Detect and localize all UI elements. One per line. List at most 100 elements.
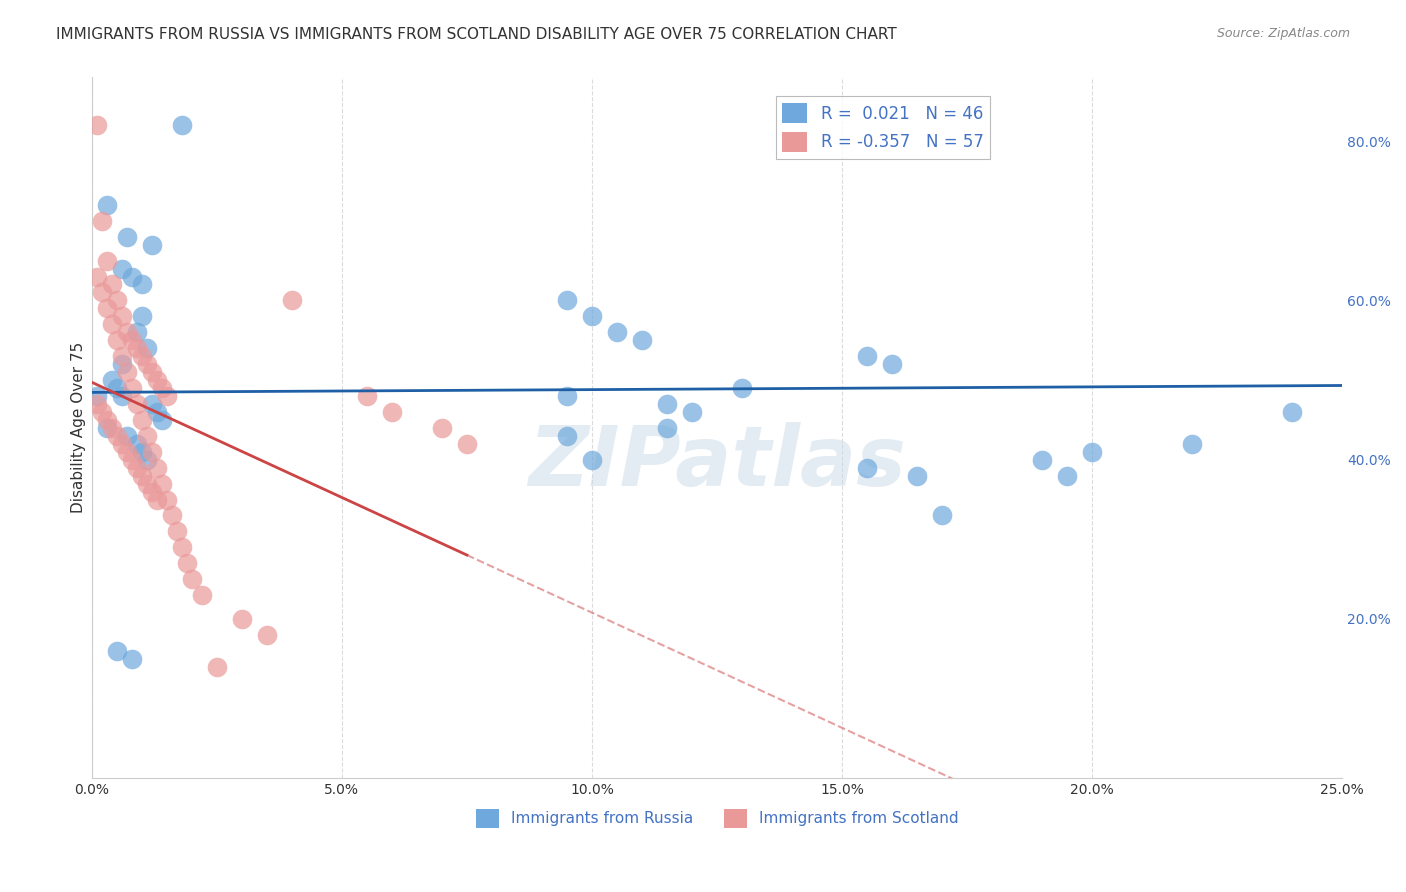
Point — [86, 389, 108, 403]
Point — [1281, 405, 1303, 419]
Point — [150, 476, 173, 491]
Point — [131, 413, 153, 427]
Point — [131, 468, 153, 483]
Point — [905, 468, 928, 483]
Point — [256, 628, 278, 642]
Point — [115, 229, 138, 244]
Point — [381, 405, 404, 419]
Point — [170, 118, 193, 132]
Point — [111, 310, 134, 324]
Point — [146, 492, 169, 507]
Point — [125, 326, 148, 340]
Text: Source: ZipAtlas.com: Source: ZipAtlas.com — [1216, 27, 1350, 40]
Point — [146, 460, 169, 475]
Point — [135, 341, 157, 355]
Point — [135, 476, 157, 491]
Point — [135, 429, 157, 443]
Point — [111, 261, 134, 276]
Point — [96, 198, 118, 212]
Point — [731, 381, 754, 395]
Point — [205, 659, 228, 673]
Point — [156, 389, 179, 403]
Point — [135, 357, 157, 371]
Point — [105, 644, 128, 658]
Point — [166, 524, 188, 539]
Point — [160, 508, 183, 523]
Point — [101, 318, 124, 332]
Point — [101, 277, 124, 292]
Point — [141, 397, 163, 411]
Point — [121, 452, 143, 467]
Point — [111, 349, 134, 363]
Point — [191, 588, 214, 602]
Point — [581, 452, 603, 467]
Point — [606, 326, 628, 340]
Point — [176, 556, 198, 570]
Point — [555, 429, 578, 443]
Point — [146, 405, 169, 419]
Point — [555, 389, 578, 403]
Point — [131, 277, 153, 292]
Point — [141, 484, 163, 499]
Point — [86, 397, 108, 411]
Point — [880, 357, 903, 371]
Point — [631, 333, 654, 347]
Point — [141, 237, 163, 252]
Point — [96, 301, 118, 316]
Point — [1181, 436, 1204, 450]
Point — [96, 413, 118, 427]
Point — [115, 429, 138, 443]
Point — [90, 285, 112, 300]
Point — [101, 373, 124, 387]
Point — [655, 397, 678, 411]
Point — [430, 421, 453, 435]
Point — [146, 373, 169, 387]
Point — [281, 293, 304, 308]
Point — [125, 341, 148, 355]
Point — [150, 381, 173, 395]
Point — [135, 452, 157, 467]
Point — [90, 214, 112, 228]
Point — [105, 333, 128, 347]
Point — [96, 253, 118, 268]
Point — [125, 460, 148, 475]
Point — [121, 269, 143, 284]
Point — [105, 381, 128, 395]
Point — [141, 365, 163, 379]
Point — [125, 397, 148, 411]
Y-axis label: Disability Age Over 75: Disability Age Over 75 — [72, 343, 86, 514]
Point — [101, 421, 124, 435]
Legend: Immigrants from Russia, Immigrants from Scotland: Immigrants from Russia, Immigrants from … — [470, 803, 965, 834]
Point — [86, 118, 108, 132]
Point — [356, 389, 378, 403]
Point — [111, 389, 134, 403]
Point — [555, 293, 578, 308]
Point — [131, 310, 153, 324]
Point — [131, 349, 153, 363]
Point — [115, 444, 138, 458]
Point — [105, 429, 128, 443]
Point — [96, 421, 118, 435]
Point — [156, 492, 179, 507]
Point — [1031, 452, 1053, 467]
Point — [150, 413, 173, 427]
Point — [105, 293, 128, 308]
Point — [180, 572, 202, 586]
Point — [115, 326, 138, 340]
Text: ZIPatlas: ZIPatlas — [529, 423, 905, 503]
Point — [121, 652, 143, 666]
Point — [141, 444, 163, 458]
Point — [111, 357, 134, 371]
Point — [681, 405, 703, 419]
Point — [121, 381, 143, 395]
Point — [131, 444, 153, 458]
Point — [121, 333, 143, 347]
Point — [456, 436, 478, 450]
Point — [1081, 444, 1104, 458]
Point — [125, 436, 148, 450]
Point — [90, 405, 112, 419]
Point — [1056, 468, 1078, 483]
Point — [931, 508, 953, 523]
Point — [111, 436, 134, 450]
Point — [170, 541, 193, 555]
